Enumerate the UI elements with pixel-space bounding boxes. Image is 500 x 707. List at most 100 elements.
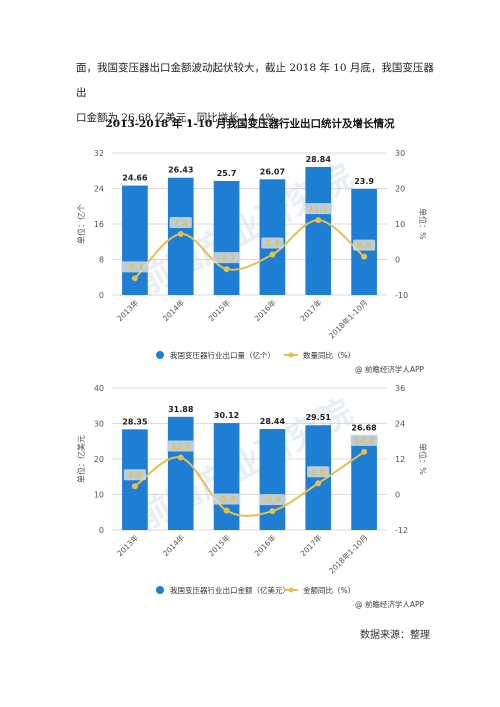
x-tick-label: 2014年	[160, 297, 186, 323]
growth-point	[269, 251, 276, 258]
source-note: 数据来源：整理	[360, 630, 430, 641]
right-tick-label: -10	[395, 291, 408, 300]
x-tick-label: 2016年	[252, 532, 278, 558]
bar-value-label: 24.66	[122, 174, 148, 183]
growth-value-label: 3.8	[311, 468, 326, 477]
growth-label-bg	[307, 466, 330, 478]
bar-value-label: 26.43	[168, 166, 193, 175]
legend-line-label: 金额同比（%）	[303, 585, 355, 595]
left-tick-label: 32	[94, 149, 104, 158]
x-tick-label: 2018年1-10月	[326, 532, 369, 575]
left-tick-label: 0	[99, 526, 104, 535]
bar	[259, 179, 286, 295]
right-tick-label: 20	[395, 185, 405, 194]
growth-value-label: 1.4	[265, 239, 280, 248]
growth-label-bg	[123, 469, 147, 481]
left-tick-label: 24	[94, 185, 104, 194]
bar-value-label: 25.7	[217, 169, 237, 178]
bar-value-label: 26.68	[351, 423, 377, 432]
paragraph-line-2: 口金额为 26.68 亿美元，同比增长 14.4%。	[76, 112, 286, 124]
bar-value-label: 23.9	[354, 177, 374, 186]
bar-value-label: 28.35	[122, 417, 148, 426]
growth-point	[177, 230, 184, 237]
bar-value-label: 28.44	[260, 417, 286, 426]
growth-label-bg	[212, 493, 241, 505]
right-tick-label: 24	[395, 420, 405, 429]
growth-point	[223, 266, 230, 273]
growth-point	[131, 483, 138, 490]
legend-line-marker	[288, 352, 294, 358]
left-axis-title: 单位：亿美元	[76, 435, 86, 483]
left-tick-label: 8	[99, 256, 104, 265]
x-tick-label: 2015年	[206, 532, 232, 558]
legend-bar-label: 我国变压器行业出口量（亿个）	[170, 350, 275, 360]
right-axis-title: 单位：%	[418, 443, 428, 475]
growth-label-bg	[121, 261, 149, 273]
intro-paragraph: 面，我国变压器出口金额波动起伏较大，截止 2018 年 10 月底，我国变压器出…	[76, 56, 436, 131]
x-tick-label: 2016年	[252, 297, 278, 323]
left-tick-label: 10	[94, 491, 104, 500]
right-tick-label: 30	[395, 149, 405, 158]
growth-label-bg	[304, 203, 333, 215]
growth-value-label: -2.7	[218, 254, 236, 263]
growth-point	[177, 454, 184, 461]
growth-point	[315, 480, 322, 487]
legend-bar-swatch	[156, 351, 164, 359]
growth-value-label: 7.2	[174, 218, 188, 227]
left-tick-label: 40	[94, 384, 104, 393]
left-tick-label: 20	[94, 455, 104, 464]
bar-value-label: 29.51	[306, 413, 332, 422]
growth-value-label: 11.1	[308, 205, 328, 214]
growth-point	[269, 508, 276, 515]
x-tick-label: 2015年	[206, 297, 232, 323]
credit-label: @ 前瞻经济学人APP	[355, 599, 425, 609]
bar	[259, 429, 286, 530]
left-axis-title: 单位：亿个	[76, 204, 86, 244]
x-tick-label: 2017年	[298, 532, 324, 558]
bar	[213, 180, 240, 295]
right-tick-label: 0	[395, 491, 400, 500]
growth-value-label: 14.4	[354, 436, 374, 445]
bar	[167, 416, 194, 530]
bar-value-label: 26.07	[260, 167, 285, 176]
bar-value-label: 31.88	[168, 405, 194, 414]
legend-line-marker	[288, 587, 294, 593]
growth-point	[361, 448, 368, 455]
right-tick-label: 10	[395, 220, 405, 229]
growth-value-label: 0.8	[357, 241, 372, 250]
growth-value-label: 2.8	[128, 471, 143, 480]
left-tick-label: 0	[99, 291, 104, 300]
growth-label-bg	[258, 494, 287, 506]
paragraph-line-1: 面，我国变压器出口金额波动起伏较大，截止 2018 年 10 月底，我国变压器出	[76, 62, 434, 99]
bar-value-label: 30.12	[214, 411, 239, 420]
right-tick-label: 12	[395, 455, 405, 464]
growth-value-label: 12.5	[171, 442, 191, 451]
bar	[305, 167, 332, 295]
credit-label: @ 前瞻经济学人APP	[355, 364, 425, 374]
bar-value-label: 28.84	[306, 155, 332, 164]
left-tick-label: 16	[94, 220, 104, 229]
growth-value-label: -5.3	[126, 263, 144, 272]
growth-value-label: -5.4	[218, 495, 236, 504]
growth-label-bg	[166, 440, 195, 452]
growth-label-bg	[352, 239, 376, 251]
right-tick-label: 0	[395, 256, 400, 265]
growth-label-bg	[212, 252, 241, 264]
growth-point	[131, 275, 138, 282]
growth-label-bg	[350, 434, 378, 446]
right-axis-title: 单位：%	[418, 208, 428, 240]
x-tick-label: 2013年	[114, 297, 140, 323]
x-tick-label: 2013年	[114, 532, 140, 558]
growth-label-bg	[261, 237, 284, 249]
legend-line-label: 数量同比（%）	[303, 350, 355, 360]
right-tick-label: -12	[395, 526, 408, 535]
growth-label-bg	[169, 216, 192, 228]
growth-point	[315, 217, 322, 224]
growth-point	[223, 507, 230, 514]
figure-title: 2013-2018 年 1-10 月我国变压器行业出口统计及增长情况	[105, 118, 395, 130]
x-tick-label: 2017年	[298, 297, 324, 323]
growth-point	[361, 253, 368, 260]
growth-line	[134, 451, 365, 517]
